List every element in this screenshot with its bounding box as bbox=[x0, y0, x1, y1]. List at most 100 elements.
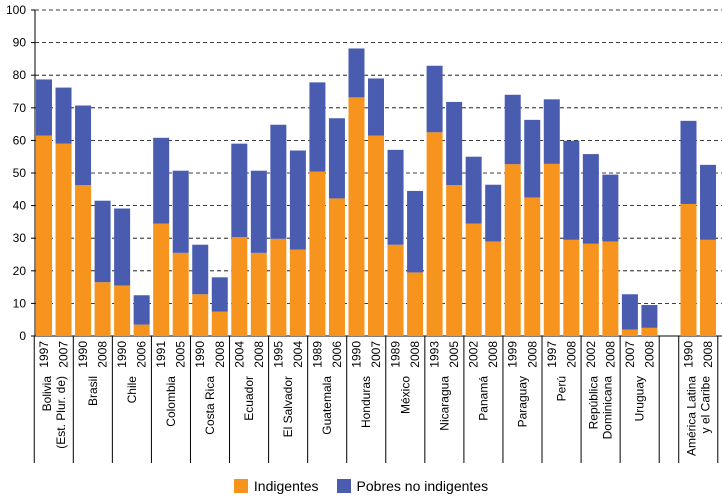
x-year-label: 2008 bbox=[701, 341, 715, 368]
x-group-label-bolivia-est-plur-de: Bolivia bbox=[40, 376, 54, 412]
bar-colombia-2005-pobres-no-indigentes bbox=[172, 170, 189, 253]
bar-chile-2006-pobres-no-indigentes bbox=[133, 295, 150, 325]
x-year-label: 2008 bbox=[213, 341, 227, 368]
bar-paraguay-1999-indigentes bbox=[504, 164, 521, 336]
x-group-label-nicaragua: Nicaragua bbox=[437, 376, 451, 431]
x-group-label-guatemala: Guatemala bbox=[320, 376, 334, 435]
bar-panama-2002-indigentes bbox=[465, 223, 482, 336]
x-year-label: 2008 bbox=[642, 341, 656, 368]
x-group-label-panama: Panamá bbox=[476, 376, 490, 421]
y-tick-label: 40 bbox=[13, 199, 27, 213]
x-year-label: 2008 bbox=[408, 341, 422, 368]
bar-republica-dominicana-2008-indigentes bbox=[602, 241, 619, 336]
bar-honduras-2007-indigentes bbox=[368, 135, 385, 336]
y-tick-label: 80 bbox=[13, 68, 27, 82]
bar-mexico-1989-pobres-no-indigentes bbox=[387, 149, 404, 245]
x-year-label: 2008 bbox=[252, 341, 266, 368]
x-year-label: 2007 bbox=[57, 341, 71, 368]
x-group-label-el-salvador: El Salvador bbox=[281, 376, 295, 437]
x-group-label-brasil: Brasil bbox=[86, 376, 100, 406]
x-year-label: 1990 bbox=[76, 341, 90, 368]
bar-ecuador-2004-pobres-no-indigentes bbox=[231, 143, 248, 238]
bar-mexico-2008-pobres-no-indigentes bbox=[407, 190, 424, 273]
x-year-label: 2008 bbox=[96, 341, 110, 368]
x-year-label: 2008 bbox=[603, 341, 617, 368]
bar-guatemala-2006-pobres-no-indigentes bbox=[328, 118, 345, 199]
bar-chile-2006-indigentes bbox=[133, 324, 150, 336]
bar-el-salvador-1995-pobres-no-indigentes bbox=[270, 124, 287, 239]
x-year-label: 1993 bbox=[428, 341, 442, 368]
x-group-label-paraguay: Paraguay bbox=[515, 376, 529, 427]
x-year-label: 1991 bbox=[154, 341, 168, 368]
bar-panama-2002-pobres-no-indigentes bbox=[465, 156, 482, 224]
x-year-label: 2002 bbox=[467, 341, 481, 368]
bar-paraguay-1999-pobres-no-indigentes bbox=[504, 94, 521, 165]
x-year-label: 2004 bbox=[232, 341, 246, 368]
bar-republica-dominicana-2002-pobres-no-indigentes bbox=[582, 154, 599, 244]
x-year-label: 2007 bbox=[369, 341, 383, 368]
bar-chile-1990-indigentes bbox=[114, 285, 131, 336]
legend: Indigentes Pobres no indigentes bbox=[0, 476, 722, 496]
x-group-label-america-latina-y-el-caribe: América Latina bbox=[684, 376, 698, 456]
bar-honduras-1990-indigentes bbox=[348, 97, 365, 337]
legend-item-pobres-no-indigentes: Pobres no indigentes bbox=[336, 478, 489, 494]
y-tick-label: 100 bbox=[6, 3, 26, 17]
bar-colombia-1991-pobres-no-indigentes bbox=[153, 137, 170, 224]
x-year-label: 2004 bbox=[291, 341, 305, 368]
bar-el-salvador-1995-indigentes bbox=[270, 238, 287, 336]
bar-brasil-1990-indigentes bbox=[75, 185, 92, 336]
x-group-label-mexico: México bbox=[398, 376, 412, 414]
x-year-label: 1997 bbox=[545, 341, 559, 368]
bar-america-latina-y-el-caribe-2008-pobres-no-indigentes bbox=[700, 164, 717, 240]
bar-republica-dominicana-2002-indigentes bbox=[582, 243, 599, 336]
bar-uruguay-2008-pobres-no-indigentes bbox=[641, 305, 658, 328]
y-tick-label: 0 bbox=[19, 329, 26, 343]
bar-uruguay-2007-pobres-no-indigentes bbox=[621, 294, 638, 330]
x-year-label: 1990 bbox=[115, 341, 129, 368]
x-year-label: 1995 bbox=[271, 341, 285, 368]
bar-el-salvador-2004-pobres-no-indigentes bbox=[289, 150, 306, 250]
bar-guatemala-2006-indigentes bbox=[328, 198, 345, 336]
bar-chile-1990-pobres-no-indigentes bbox=[114, 208, 131, 286]
bar-bolivia-est-plur-de-2007-pobres-no-indigentes bbox=[55, 87, 72, 144]
stacked-bar-chart: 0 10 20 30 40 50 60 70 80 90 100 1997 2007 1990 2008 19… bbox=[6, 3, 722, 463]
bar-ecuador-2008-indigentes bbox=[250, 252, 267, 336]
x-year-label: 2006 bbox=[135, 341, 149, 368]
bar-honduras-2007-pobres-no-indigentes bbox=[368, 78, 385, 136]
legend-swatch-pobres-no-indigentes bbox=[336, 479, 351, 493]
bar-uruguay-2007-indigentes bbox=[621, 329, 638, 336]
bar-nicaragua-1993-pobres-no-indigentes bbox=[426, 65, 443, 133]
x-year-label: 1999 bbox=[506, 341, 520, 368]
bar-ecuador-2008-pobres-no-indigentes bbox=[250, 170, 267, 253]
x-year-label: 1990 bbox=[349, 341, 363, 368]
bar-costa-rica-1990-indigentes bbox=[192, 294, 209, 336]
x-year-label: 1990 bbox=[193, 341, 207, 368]
bar-mexico-1989-indigentes bbox=[387, 244, 404, 336]
x-year-label: 1990 bbox=[681, 341, 695, 368]
bar-panama-2008-pobres-no-indigentes bbox=[485, 184, 502, 242]
bar-nicaragua-1993-indigentes bbox=[426, 132, 443, 336]
bar-uruguay-2008-indigentes bbox=[641, 327, 658, 336]
bar-el-salvador-2004-indigentes bbox=[289, 249, 306, 336]
x-group-label-america-latina-y-el-caribe: y el Caribe bbox=[698, 376, 712, 434]
x-year-label: 2006 bbox=[330, 341, 344, 368]
bar-republica-dominicana-2008-pobres-no-indigentes bbox=[602, 174, 619, 242]
y-tick-label: 70 bbox=[13, 101, 27, 115]
bar-paraguay-2008-indigentes bbox=[524, 197, 541, 336]
bar-costa-rica-1990-pobres-no-indigentes bbox=[192, 244, 209, 295]
bar-america-latina-y-el-caribe-1990-pobres-no-indigentes bbox=[680, 120, 697, 204]
x-group-label-bolivia-est-plur-de: (Est. Plur. de) bbox=[54, 376, 68, 449]
x-group-label-republica-dominicana: República bbox=[587, 376, 601, 430]
bar-guatemala-1989-indigentes bbox=[309, 171, 326, 336]
bar-nicaragua-2005-pobres-no-indigentes bbox=[446, 101, 463, 186]
bar-bolivia-est-plur-de-1997-pobres-no-indigentes bbox=[36, 79, 52, 136]
bar-guatemala-1989-pobres-no-indigentes bbox=[309, 82, 326, 172]
x-group-label-ecuador: Ecuador bbox=[242, 376, 256, 421]
bar-peru-1997-pobres-no-indigentes bbox=[543, 99, 560, 164]
legend-label-pobres-no-indigentes: Pobres no indigentes bbox=[356, 478, 489, 494]
y-tick-label: 20 bbox=[13, 264, 27, 278]
x-group-label-colombia: Colombia bbox=[164, 376, 178, 427]
bar-peru-2008-indigentes bbox=[563, 239, 580, 336]
bar-brasil-1990-pobres-no-indigentes bbox=[75, 105, 92, 186]
y-tick-label: 30 bbox=[13, 231, 27, 245]
